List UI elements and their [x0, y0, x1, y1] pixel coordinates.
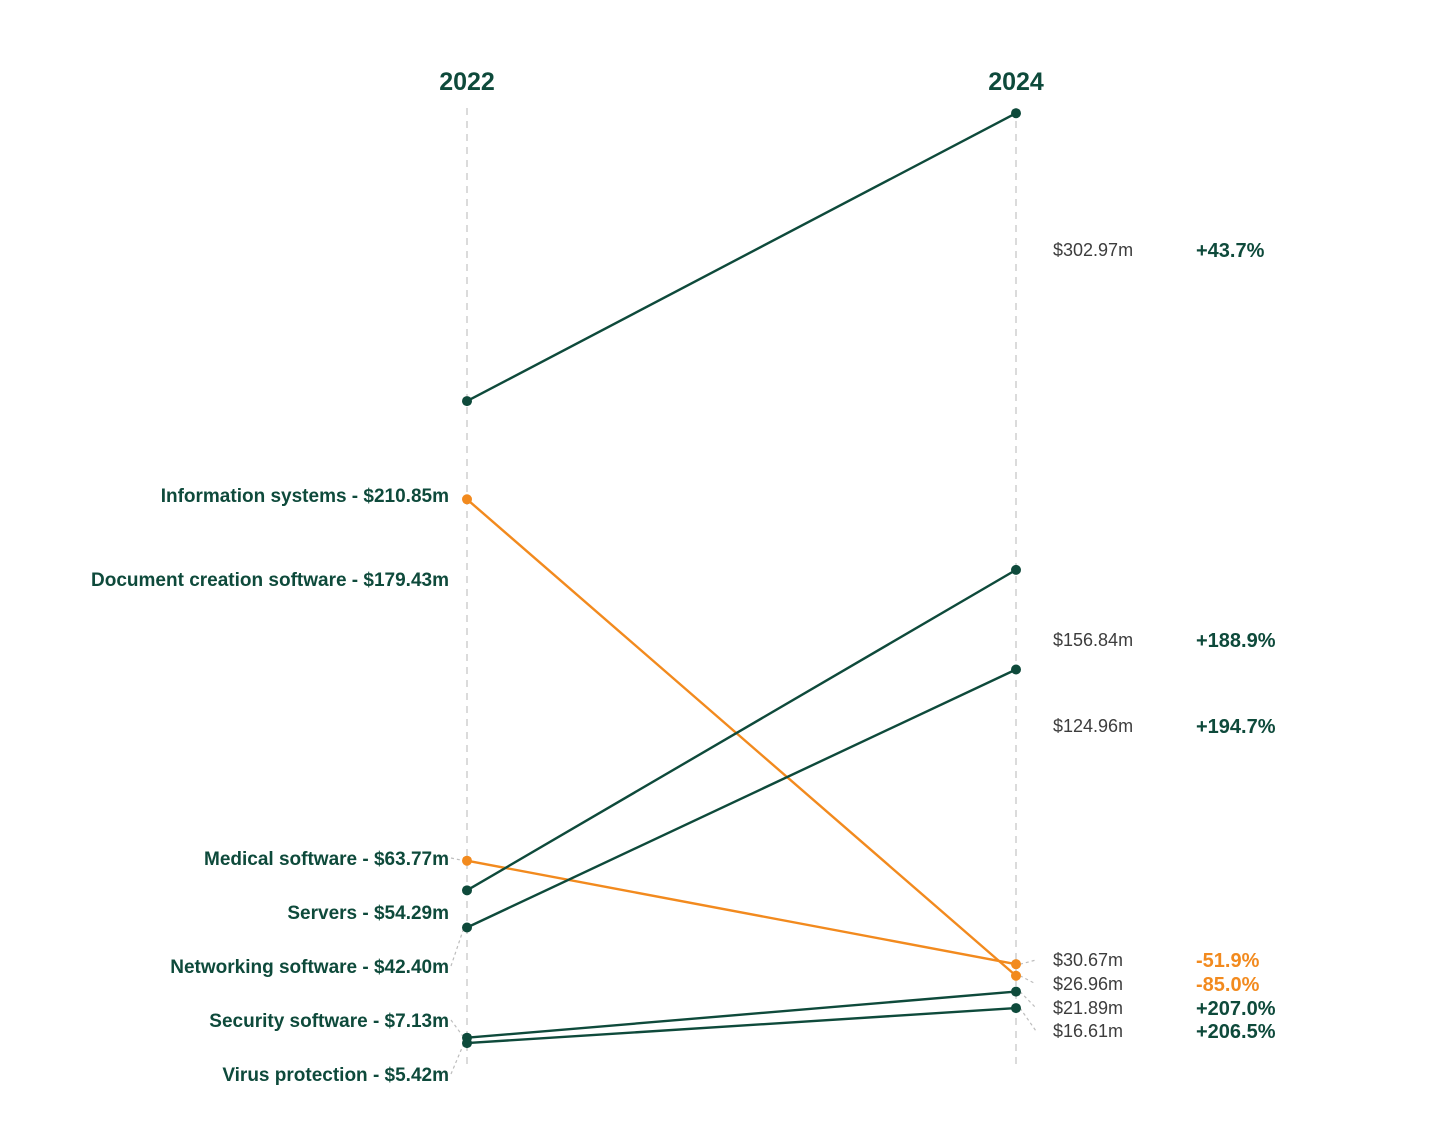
change-label-information-systems: +43.7%: [1196, 240, 1265, 262]
slope-line-document-creation-software: [466, 498, 1017, 977]
left-label-security-software: Security software - $7.13m: [209, 1011, 449, 1032]
left-label-medical-software: Medical software - $63.77m: [204, 849, 449, 870]
point-start-servers: [462, 885, 472, 896]
point-end-medical-software: [1011, 959, 1021, 970]
slope-line-security-software: [466, 990, 1017, 1039]
point-start-document-creation-software: [462, 494, 472, 505]
point-end-networking-software: [1011, 664, 1021, 675]
change-label-virus-protection: +206.5%: [1196, 1021, 1276, 1043]
right-value-networking-software: $124.96m: [1053, 716, 1133, 736]
point-end-document-creation-software: [1011, 970, 1021, 981]
right-value-medical-software: $30.67m: [1053, 950, 1123, 970]
series-group: [462, 108, 1021, 1049]
change-label-medical-software: -51.9%: [1196, 950, 1260, 972]
point-end-security-software: [1011, 986, 1021, 997]
right-leader-medical-software: [1019, 959, 1037, 965]
slope-line-networking-software: [466, 668, 1017, 929]
point-start-medical-software: [462, 855, 472, 866]
left-leader-virus-protection: [450, 1042, 465, 1075]
leader-lines: [450, 857, 1037, 1075]
year-label-end: 2024: [988, 68, 1044, 96]
change-label-servers: +188.9%: [1196, 630, 1276, 652]
right-value-servers: $156.84m: [1053, 630, 1133, 650]
left-label-networking-software: Networking software - $42.40m: [170, 957, 449, 978]
left-label-virus-protection: Virus protection - $5.42m: [222, 1065, 449, 1086]
right-value-information-systems: $302.97m: [1053, 240, 1133, 260]
point-start-information-systems: [462, 396, 472, 407]
right-leader-security-software: [1019, 991, 1037, 1009]
left-leader-security-software: [450, 1019, 465, 1039]
left-leader-medical-software: [450, 857, 465, 862]
right-leader-virus-protection: [1019, 1007, 1037, 1032]
point-end-information-systems: [1011, 108, 1021, 119]
right-value-virus-protection: $16.61m: [1053, 1021, 1123, 1041]
slope-line-medical-software: [466, 859, 1017, 966]
year-label-start: 2022: [439, 68, 495, 96]
left-leader-networking-software: [450, 927, 465, 967]
change-label-document-creation-software: -85.0%: [1196, 974, 1260, 996]
right-leader-document-creation-software: [1019, 975, 1037, 985]
slope-line-information-systems: [466, 112, 1017, 403]
point-start-networking-software: [462, 922, 472, 933]
point-start-virus-protection: [462, 1038, 472, 1049]
change-label-security-software: +207.0%: [1196, 998, 1276, 1020]
change-label-networking-software: +194.7%: [1196, 716, 1276, 738]
label-group: Information systems - $210.85m $302.97m +4…: [91, 240, 1276, 1086]
slope-line-virus-protection: [466, 1006, 1017, 1045]
right-value-security-software: $21.89m: [1053, 998, 1123, 1018]
slope-line-servers: [466, 568, 1017, 892]
left-label-document-creation-software: Document creation software - $179.43m: [91, 570, 449, 591]
point-end-virus-protection: [1011, 1003, 1021, 1014]
left-label-servers: Servers - $54.29m: [287, 903, 449, 924]
right-value-document-creation-software: $26.96m: [1053, 974, 1123, 994]
left-label-information-systems: Information systems - $210.85m: [161, 486, 449, 507]
point-end-servers: [1011, 564, 1021, 575]
